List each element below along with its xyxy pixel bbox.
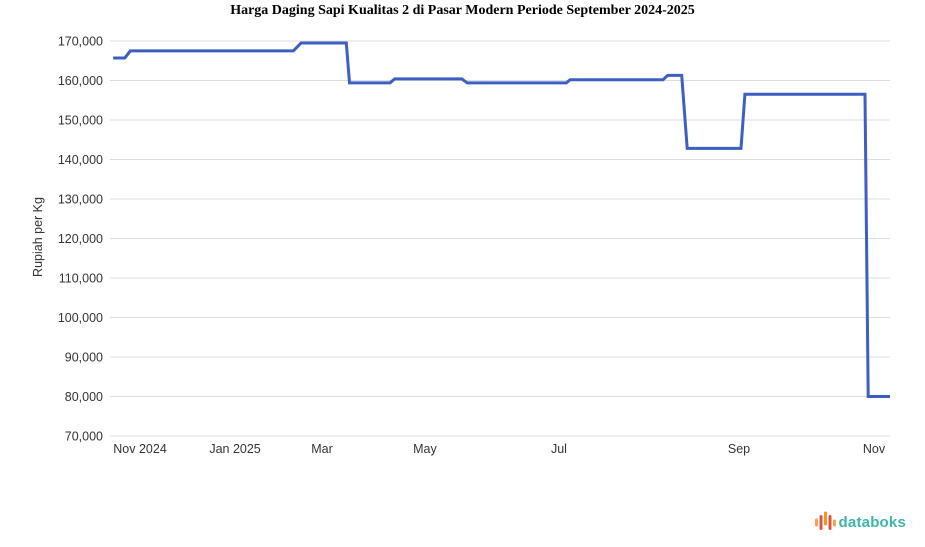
y-tick-label: 160,000 (58, 74, 103, 88)
y-tick-label: 110,000 (59, 272, 103, 286)
y-tick-label: 170,000 (58, 35, 103, 49)
y-tick-label: 70,000 (65, 430, 103, 444)
chart-title: Harga Daging Sapi Kualitas 2 di Pasar Mo… (230, 3, 695, 18)
databoks-wordmark: databoks (838, 513, 906, 531)
x-tick-label: Mar (311, 442, 333, 456)
line-chart: 70,000 80,000 90,000 100,000 110,000 120,000 1… (58, 35, 890, 456)
y-tick-label: 100,000 (58, 311, 103, 325)
y-tick-label: 150,000 (58, 114, 103, 128)
y-tick-label: 90,000 (65, 351, 103, 365)
databoks-bars-icon (814, 511, 836, 530)
x-tick-label: Jul (551, 442, 567, 456)
x-tick-label: Nov (863, 442, 886, 456)
x-tick-label: May (413, 442, 437, 456)
x-tick-label: Nov 2024 (113, 442, 167, 456)
x-tick-label: Sep (728, 442, 750, 456)
y-tick-label: 120,000 (58, 232, 103, 246)
x-tick-label: Jan 2025 (209, 442, 260, 456)
y-tick-label: 130,000 (58, 193, 103, 207)
databoks-logo: databoks (814, 511, 906, 533)
y-tick-label: 80,000 (65, 390, 103, 404)
y-tick-label: 140,000 (58, 153, 103, 167)
price-line (113, 41, 890, 398)
